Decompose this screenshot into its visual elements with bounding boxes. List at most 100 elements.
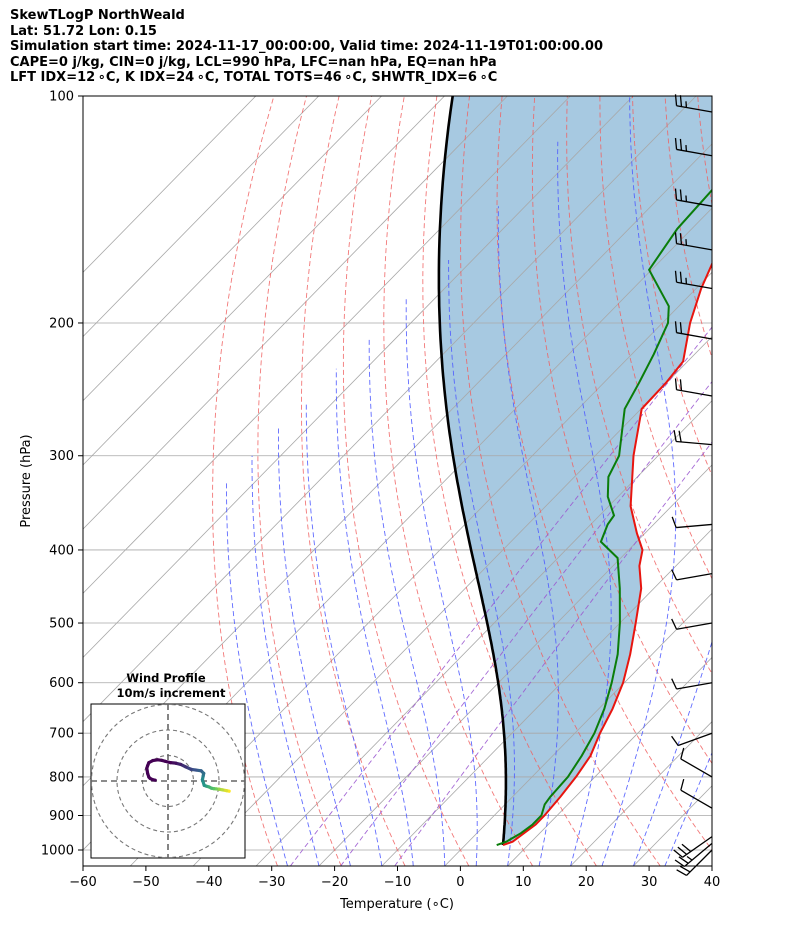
cape-line: CAPE=0 j/kg, CIN=0 j/kg, LCL=990 hPa, LF… [10, 54, 497, 70]
x-tick-label: −30 [258, 875, 285, 890]
profiles [437, 96, 712, 847]
moist-adiabat [405, 297, 478, 866]
wind-barb [674, 232, 713, 251]
moist-adiabat [368, 339, 446, 866]
wind-barb-flag [671, 735, 679, 746]
wind-barb-shaft [676, 572, 713, 581]
x-axis-label: Temperature (∘C) [339, 897, 454, 912]
wind-barb-shaft [677, 732, 713, 747]
wind-barb-flag [673, 430, 677, 442]
wind-barb-flag [676, 869, 687, 877]
wind-barb-flag [674, 232, 678, 244]
wind-barb [674, 188, 713, 207]
wind-barb-flag [671, 516, 677, 528]
wind-barb-flag [679, 138, 683, 151]
wind-barb-flag [673, 849, 683, 858]
x-tick-label: 10 [515, 875, 532, 890]
wind-barb [676, 849, 713, 877]
isotherm [83, 96, 571, 594]
moist-adiabat [226, 482, 288, 866]
moist-adiabat [664, 751, 712, 866]
isotherm [507, 656, 712, 866]
wind-barb-flag [679, 95, 683, 107]
wind-barb [671, 732, 713, 747]
wind-barb-flag [677, 846, 688, 855]
time-line: Simulation start time: 2024-11-17_00:00:… [10, 39, 603, 54]
dry-adiabat [496, 96, 712, 851]
wind-barb-shaft [676, 105, 713, 113]
wind-profile-plot [91, 704, 245, 858]
x-tick-label: 20 [578, 875, 595, 890]
wind-profile-subtitle: 10m/s increment [117, 686, 226, 700]
y-tick-label: 500 [49, 617, 74, 632]
dry-adiabat [342, 96, 470, 866]
wind-barb-shaft [676, 199, 713, 207]
wind-barb-flag [674, 378, 678, 390]
dry-adiabat [730, 96, 794, 866]
x-tick-label: −60 [69, 875, 96, 890]
parcel-path-line [437, 96, 508, 846]
wind-barb [671, 678, 713, 690]
mixing-ratio-line [394, 441, 712, 866]
moist-adiabat [632, 640, 712, 866]
wind-barb-flag [679, 379, 683, 391]
wind-barb-flag [678, 430, 682, 443]
wind-barb-shaft [676, 523, 713, 529]
wind-barb [671, 516, 713, 529]
x-tick-label: −40 [195, 875, 222, 890]
y-tick-label: 100 [49, 90, 74, 105]
wind-barb-flag [674, 138, 678, 150]
y-tick-label: 1000 [41, 844, 74, 859]
wind-barb-flag [674, 188, 678, 200]
temperature-line [502, 261, 712, 847]
wind-barb [674, 270, 713, 290]
wind-barb-flag [671, 618, 678, 630]
wind-barb-shaft [676, 682, 713, 690]
chart-title: SkewTLogP NorthWeald [10, 8, 185, 23]
wind-barb-shaft [676, 389, 713, 397]
wind-barb-shaft [680, 758, 713, 778]
isotherm [318, 464, 712, 866]
wind-barb [674, 138, 713, 157]
isotherm [255, 400, 712, 866]
moist-adiabat [278, 427, 351, 866]
isotherm [129, 271, 712, 866]
location-line: Lat: 51.72 Lon: 0.15 [10, 23, 157, 39]
wind-barb-flag [674, 859, 685, 868]
wind-barb [671, 569, 713, 581]
wind-barb-flag [674, 321, 678, 333]
mixing-ratio-line [340, 380, 712, 866]
wind-barb-flag [680, 778, 685, 791]
isotherm [83, 96, 634, 659]
dry-adiabat [212, 96, 278, 866]
moist-adiabat [557, 141, 612, 866]
wind-barb-flag [678, 856, 689, 864]
wind-barb-flag [671, 569, 678, 581]
chart-header: SkewTLogP NorthWeald Lat: 51.72 Lon: 0.1… [10, 8, 790, 86]
moist-adiabat [497, 206, 559, 866]
wind-barb-flag [679, 271, 683, 284]
isotherm [83, 96, 382, 402]
wind-profile-title: Wind Profile [126, 671, 206, 685]
wind-barb [671, 618, 713, 630]
wind-barb-flag [686, 855, 693, 861]
y-tick-label: 900 [49, 809, 74, 824]
y-tick-label: 700 [49, 727, 74, 742]
moist-adiabat [305, 402, 383, 866]
wind-barb-shaft [676, 281, 713, 290]
x-tick-label: −50 [132, 875, 159, 890]
wind-barbs [671, 94, 713, 877]
wind-barb-shaft [682, 836, 713, 858]
moist-adiabat [601, 96, 677, 866]
cape-shading [438, 96, 712, 846]
wind-barb [673, 430, 713, 446]
y-tick-label: 200 [49, 316, 74, 331]
cin-shading [438, 96, 712, 846]
y-tick-label: 800 [49, 770, 74, 785]
wind-barb-flag [681, 843, 692, 853]
dry-adiabat [460, 96, 661, 866]
axes: −60 −50 −40 −30 −20 −10 0 10 20 30 40 1000 900 800 700… [41, 90, 720, 891]
wind-barb-shaft [676, 148, 713, 157]
